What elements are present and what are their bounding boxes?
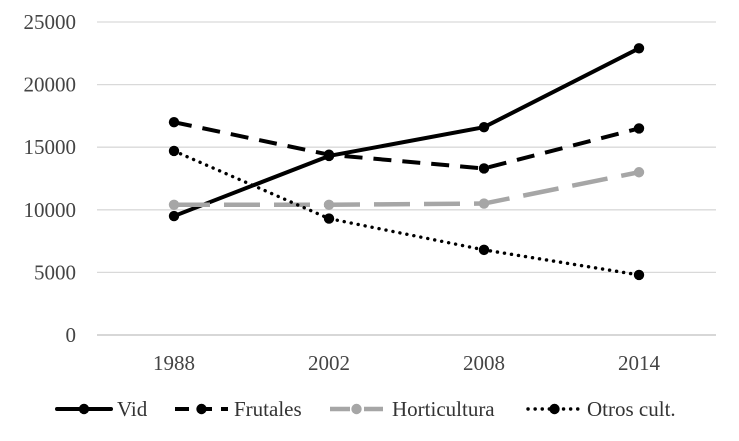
series-lines xyxy=(168,43,645,281)
series-line xyxy=(172,149,641,277)
y-tick-label: 0 xyxy=(66,323,77,347)
series-vid xyxy=(168,43,645,222)
data-point xyxy=(633,269,645,281)
legend-item: Vid xyxy=(55,397,148,421)
data-point xyxy=(633,167,645,178)
data-point xyxy=(168,145,180,157)
y-axis-ticks: 0 5000 10000 15000 20000 25000 xyxy=(24,10,77,347)
legend-label: Vid xyxy=(117,397,148,421)
data-point xyxy=(633,123,645,134)
x-tick-label: 1988 xyxy=(153,351,195,375)
series-frutales xyxy=(168,116,645,174)
legend-swatch-marker xyxy=(196,403,207,415)
x-tick-label: 2008 xyxy=(463,351,505,375)
y-tick-label: 20000 xyxy=(24,73,77,97)
legend-label: Frutales xyxy=(234,397,302,421)
gridlines xyxy=(97,21,716,336)
y-tick-label: 25000 xyxy=(24,10,77,34)
data-point xyxy=(323,213,335,224)
x-tick-label: 2002 xyxy=(308,351,350,375)
legend-item: Horticultura xyxy=(330,397,495,421)
data-point xyxy=(323,149,335,160)
data-point xyxy=(633,43,645,54)
legend-swatch-marker xyxy=(549,403,560,415)
series-line xyxy=(173,120,640,171)
data-point xyxy=(323,199,335,210)
legend-label: Horticultura xyxy=(392,397,495,421)
data-point xyxy=(478,121,490,133)
y-tick-label: 15000 xyxy=(24,135,77,159)
y-tick-label: 10000 xyxy=(24,198,77,222)
data-point xyxy=(168,210,180,222)
x-axis-ticks: 1988 2002 2008 2014 xyxy=(153,351,661,375)
series-horticultura xyxy=(168,167,645,210)
data-point xyxy=(168,199,180,210)
series-line xyxy=(174,170,640,208)
y-tick-label: 5000 xyxy=(34,260,76,284)
data-point xyxy=(478,244,490,256)
data-point xyxy=(168,116,180,128)
legend-swatch-marker xyxy=(351,403,362,415)
series-otros-cult xyxy=(168,145,645,281)
legend-item: Otros cult. xyxy=(526,397,676,421)
x-tick-label: 2014 xyxy=(618,351,661,375)
legend-swatch-marker xyxy=(78,403,90,415)
series-line xyxy=(172,46,641,219)
data-point xyxy=(478,163,490,174)
legend-label: Otros cult. xyxy=(587,397,676,421)
data-point xyxy=(478,198,490,209)
legend-item: Frutales xyxy=(175,397,302,421)
legend: Vid Frutales Horticultura Otros cult. xyxy=(55,397,676,421)
